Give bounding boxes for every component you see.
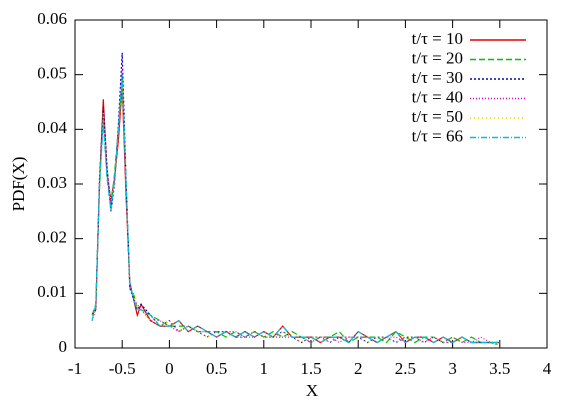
- y-tick-label: 0: [59, 337, 68, 356]
- x-tick-label: 2: [354, 359, 363, 378]
- x-tick-label: 2.5: [395, 359, 416, 378]
- x-tick-label: 0: [165, 359, 174, 378]
- x-tick-label: 1: [260, 359, 269, 378]
- x-tick-label: -1: [68, 359, 82, 378]
- y-tick-label: 0.03: [37, 173, 67, 192]
- y-tick-label: 0.01: [37, 282, 67, 301]
- x-tick-label: -0.5: [109, 359, 136, 378]
- x-axis-label: X: [306, 381, 318, 400]
- y-tick-label: 0.04: [37, 118, 67, 137]
- y-tick-label: 0.02: [37, 228, 67, 247]
- x-tick-label: 1.5: [300, 359, 321, 378]
- legend-label: t/τ = 30: [412, 68, 463, 87]
- x-tick-label: 3: [448, 359, 457, 378]
- plot-frame: [74, 19, 548, 349]
- legend-label: t/τ = 66: [412, 126, 463, 145]
- legend-label: t/τ = 50: [412, 107, 463, 126]
- series-line: [91, 74, 500, 344]
- legend-label: t/τ = 40: [412, 87, 463, 106]
- y-axis-label: PDF(X): [9, 157, 28, 212]
- legend-label: t/τ = 10: [412, 29, 463, 48]
- x-tick-label: 0.5: [206, 359, 227, 378]
- y-tick-label: 0.06: [37, 9, 67, 28]
- x-tick-label: 4: [543, 359, 552, 378]
- y-tick-label: 0.05: [37, 64, 67, 83]
- x-tick-label: 3.5: [489, 359, 510, 378]
- legend-label: t/τ = 20: [412, 48, 463, 67]
